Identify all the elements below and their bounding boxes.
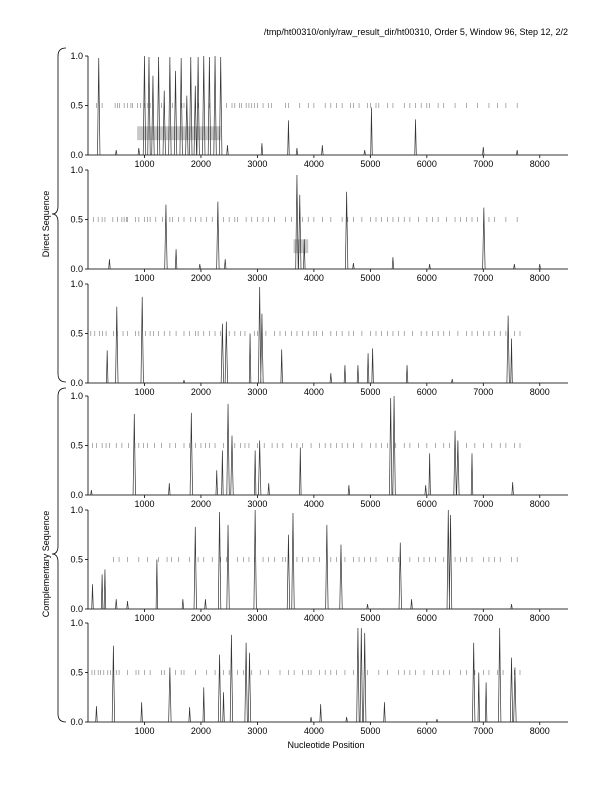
x-tick-label: 4000 xyxy=(304,726,324,736)
x-tick-label: 8000 xyxy=(530,159,550,169)
y-tick-label: 0.5 xyxy=(70,215,83,225)
x-tick-label: 7000 xyxy=(473,387,493,397)
x-tick-label: 8000 xyxy=(530,613,550,623)
probability-trace xyxy=(88,509,568,610)
x-tick-label: 7000 xyxy=(473,613,493,623)
x-tick-label: 5000 xyxy=(360,613,380,623)
x-tick-label: 6000 xyxy=(417,499,437,509)
panel-6: 0.0 0.5 1.0 1000 2000 3000 4000 5000 6000 7000 800… xyxy=(70,618,568,736)
x-tick-label: 2000 xyxy=(191,273,211,283)
x-tick-label: 1000 xyxy=(134,159,154,169)
y-tick-label: 0.5 xyxy=(70,441,83,451)
probability-trace xyxy=(88,627,568,723)
x-tick-label: 1000 xyxy=(134,726,154,736)
x-tick-label: 6000 xyxy=(417,159,437,169)
x-tick-label: 3000 xyxy=(247,387,267,397)
x-tick-label: 5000 xyxy=(360,159,380,169)
axis-frame xyxy=(87,623,568,723)
y-tick-label: 0.0 xyxy=(70,604,83,614)
x-tick-label: 8000 xyxy=(530,499,550,509)
y-tick-label: 1.0 xyxy=(70,51,83,61)
complementary-sequence-brace xyxy=(51,387,67,723)
x-tick-label: 5000 xyxy=(360,387,380,397)
y-tick-label: 1.0 xyxy=(70,391,83,401)
x-tick-label: 6000 xyxy=(417,613,437,623)
x-tick-label: 1000 xyxy=(134,273,154,283)
highlight-box xyxy=(137,126,221,141)
panels-container: 0.0 0.5 1.0 1000 2000 3000 4000 5000 6000 7000 800… xyxy=(70,51,568,736)
x-tick-label: 5000 xyxy=(360,273,380,283)
x-tick-label: 3000 xyxy=(247,273,267,283)
y-tick-label: 0.5 xyxy=(70,555,83,565)
x-axis-label: Nucleotide Position xyxy=(287,740,364,750)
panel-1: 0.0 0.5 1.0 1000 2000 3000 4000 5000 6000 7000 800… xyxy=(70,51,568,169)
x-tick-label: 1000 xyxy=(134,613,154,623)
x-tick-label: 3000 xyxy=(247,499,267,509)
x-tick-label: 7000 xyxy=(473,159,493,169)
x-tick-label: 4000 xyxy=(304,499,324,509)
panel-4: 0.0 0.5 1.0 1000 2000 3000 4000 5000 6000 7000 800… xyxy=(70,391,568,509)
x-tick-label: 2000 xyxy=(191,726,211,736)
x-tick-label: 8000 xyxy=(530,387,550,397)
x-tick-label: 3000 xyxy=(247,159,267,169)
y-tick-label: 1.0 xyxy=(70,618,83,628)
x-tick-label: 8000 xyxy=(530,273,550,283)
x-tick-label: 5000 xyxy=(360,499,380,509)
x-tick-label: 7000 xyxy=(473,499,493,509)
x-tick-label: 1000 xyxy=(134,499,154,509)
x-tick-label: 7000 xyxy=(473,273,493,283)
probability-trace xyxy=(88,174,568,270)
y-tick-label: 1.0 xyxy=(70,505,83,515)
panel-5: 0.0 0.5 1.0 1000 2000 3000 4000 5000 6000 7000 800… xyxy=(70,505,568,623)
axis-frame xyxy=(87,396,568,496)
y-tick-label: 0.5 xyxy=(70,668,83,678)
y-tick-label: 0.5 xyxy=(70,329,83,339)
panel-3: 0.0 0.5 1.0 1000 2000 3000 4000 5000 6000 7000 800… xyxy=(70,279,568,397)
y-tick-label: 0.0 xyxy=(70,264,83,274)
axis-frame xyxy=(87,170,568,270)
probability-trace xyxy=(88,55,568,156)
x-tick-label: 4000 xyxy=(304,273,324,283)
panel-2: 0.0 0.5 1.0 1000 2000 3000 4000 5000 6000 7000 800… xyxy=(70,165,568,283)
x-tick-label: 2000 xyxy=(191,159,211,169)
x-tick-label: 2000 xyxy=(191,387,211,397)
x-tick-label: 2000 xyxy=(191,499,211,509)
direct-sequence-brace xyxy=(51,47,67,383)
x-tick-label: 3000 xyxy=(247,613,267,623)
y-tick-label: 1.0 xyxy=(70,279,83,289)
x-tick-label: 5000 xyxy=(360,726,380,736)
x-tick-label: 8000 xyxy=(530,726,550,736)
y-tick-label: 0.0 xyxy=(70,150,83,160)
axis-frame xyxy=(87,284,568,384)
probability-trace xyxy=(88,395,568,496)
x-tick-label: 4000 xyxy=(304,159,324,169)
y-tick-label: 0.0 xyxy=(70,378,83,388)
x-tick-label: 6000 xyxy=(417,273,437,283)
direct-sequence-label: Direct Sequence xyxy=(41,191,51,258)
x-tick-label: 2000 xyxy=(191,613,211,623)
probability-trace xyxy=(88,286,568,384)
x-tick-label: 6000 xyxy=(417,387,437,397)
y-tick-label: 0.0 xyxy=(70,717,83,727)
y-tick-label: 0.0 xyxy=(70,490,83,500)
x-tick-label: 6000 xyxy=(417,726,437,736)
figure-header: /tmp/ht00310/only/raw_result_dir/ht00310… xyxy=(264,27,568,37)
x-tick-label: 7000 xyxy=(473,726,493,736)
x-tick-label: 4000 xyxy=(304,613,324,623)
complementary-sequence-label: Complementary Sequence xyxy=(41,511,51,618)
y-tick-label: 0.5 xyxy=(70,101,83,111)
x-tick-label: 4000 xyxy=(304,387,324,397)
x-tick-label: 3000 xyxy=(247,726,267,736)
y-tick-label: 1.0 xyxy=(70,165,83,175)
x-tick-label: 1000 xyxy=(134,387,154,397)
